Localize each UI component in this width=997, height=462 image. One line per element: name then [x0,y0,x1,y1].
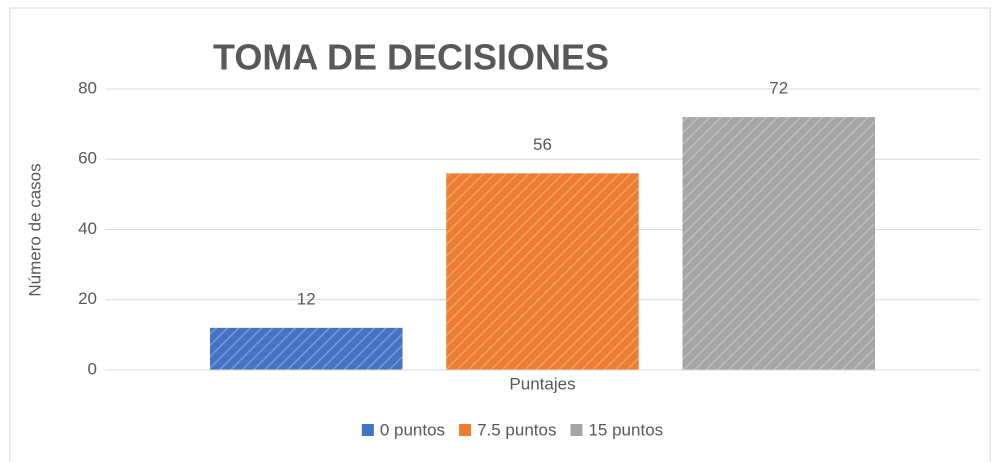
chart-title: TOMA DE DECISIONES [213,37,609,78]
legend-label: 15 puntos [588,420,663,439]
y-tick-label: 20 [78,289,97,308]
y-tick-label: 40 [78,219,97,238]
legend-swatch [459,424,472,436]
y-tick-label: 0 [88,359,97,378]
data-label: 56 [533,135,552,154]
legend-swatch [570,424,583,436]
x-tick-label: Puntajes [509,374,575,393]
y-tick-label: 60 [78,149,97,168]
legend-label: 7.5 puntos [477,420,556,439]
y-axis-label: Número de casos [25,163,44,296]
bar [446,173,639,370]
legend-swatch [361,424,374,436]
data-label: 12 [297,289,316,308]
legend-label: 0 puntos [380,420,445,439]
bar [210,327,403,370]
y-tick-label: 80 [78,78,97,97]
data-label: 72 [769,79,788,98]
bar [682,117,875,370]
